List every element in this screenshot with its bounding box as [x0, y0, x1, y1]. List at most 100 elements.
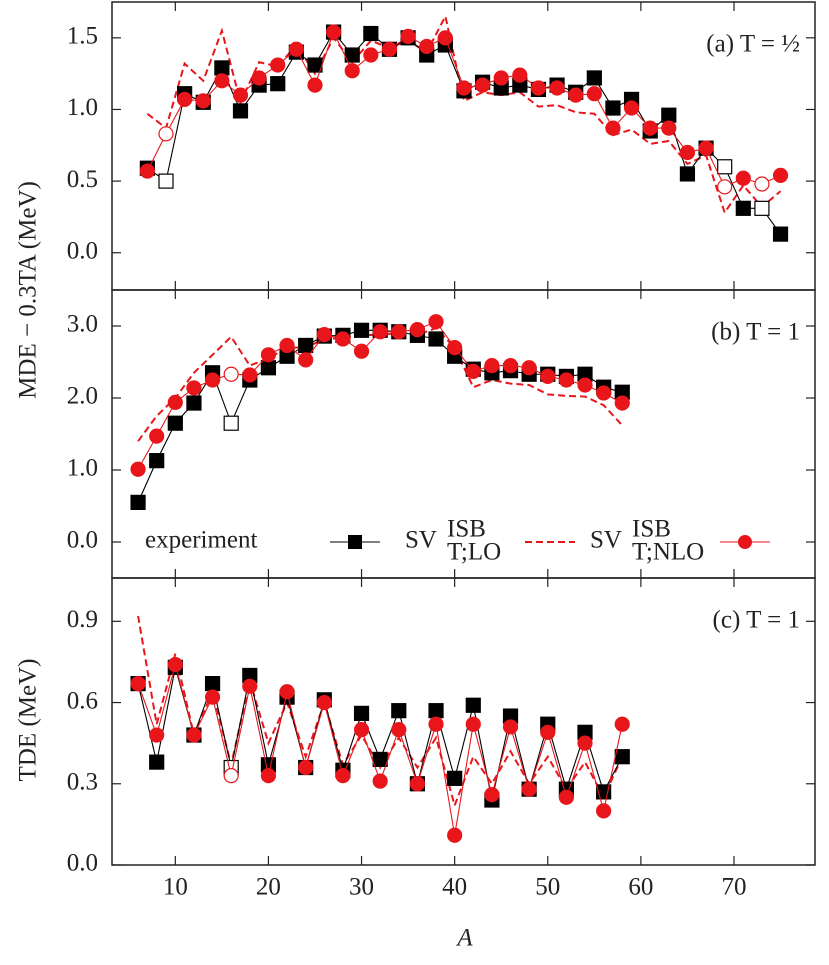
- circle-marker: [474, 77, 491, 93]
- circle-marker: [270, 57, 286, 73]
- square-marker: [465, 697, 481, 713]
- circle-marker: [204, 372, 221, 388]
- legend-label: SV: [405, 527, 437, 554]
- circle-marker: [605, 120, 621, 136]
- legend-label: SV: [590, 527, 622, 554]
- circle-marker: [288, 41, 304, 57]
- circle-marker: [316, 694, 332, 711]
- circle-marker: [484, 358, 500, 374]
- legend-label-sub: T;LO: [447, 539, 501, 566]
- square-marker: [717, 159, 733, 175]
- circle-marker: [400, 28, 416, 44]
- legend-marker: [348, 535, 362, 549]
- circle-marker: [260, 347, 277, 363]
- series-line: [147, 31, 781, 235]
- circle-marker: [344, 63, 360, 79]
- square-marker: [586, 70, 602, 86]
- circle-marker: [279, 337, 295, 354]
- square-marker: [679, 166, 696, 182]
- square-marker: [372, 751, 388, 768]
- circle-marker: [149, 727, 165, 743]
- panel-annotation: (c) T = 1: [713, 607, 800, 634]
- square-marker: [772, 226, 789, 242]
- circle-marker: [465, 363, 481, 379]
- panel-frame: [111, 577, 816, 866]
- circle-marker: [540, 724, 556, 740]
- panel-annotation: (a) T = ½: [706, 31, 800, 58]
- circle-marker: [251, 70, 267, 86]
- circle-marker: [242, 367, 258, 383]
- x-tick-label: 70: [721, 874, 746, 901]
- y-tick-label: 0.0: [67, 850, 98, 877]
- circle-marker: [409, 322, 426, 338]
- circle-marker: [326, 24, 342, 40]
- square-marker: [223, 415, 239, 431]
- circle-marker: [167, 394, 183, 410]
- square-marker: [186, 395, 202, 411]
- circle-marker: [521, 781, 537, 797]
- circle-marker: [363, 47, 379, 63]
- circle-marker: [558, 789, 574, 805]
- circle-marker: [242, 678, 258, 694]
- circle-marker: [391, 324, 407, 340]
- x-tick-label: 50: [535, 874, 560, 901]
- square-marker: [260, 360, 277, 376]
- panel-annotation: (b) T = 1: [711, 319, 800, 346]
- square-marker: [735, 200, 751, 216]
- square-marker: [214, 60, 230, 76]
- dashed-line: [137, 615, 624, 809]
- circle-marker: [502, 358, 519, 374]
- square-marker: [428, 331, 444, 347]
- x-tick-label: 60: [628, 874, 653, 901]
- y-tick-label: 0.6: [67, 687, 98, 714]
- circle-marker: [204, 689, 221, 705]
- circle-marker: [484, 787, 500, 803]
- legend-label: experiment: [145, 527, 258, 554]
- circle-marker: [558, 372, 574, 388]
- circle-marker: [679, 144, 696, 161]
- circle-marker: [540, 368, 556, 384]
- circle-marker: [614, 716, 630, 732]
- legend-label-sup: ISB: [447, 516, 486, 543]
- dashed-line: [146, 13, 782, 215]
- y-axis-label: TDE (MeV): [15, 659, 42, 782]
- circle-marker: [772, 167, 789, 183]
- x-tick-label: 10: [163, 874, 188, 901]
- legend-marker: [738, 535, 752, 549]
- circle-marker: [232, 87, 249, 103]
- circle-marker: [698, 140, 714, 156]
- circle-marker: [186, 380, 202, 396]
- circle-marker: [335, 768, 351, 784]
- y-tick-label: 3.0: [67, 311, 98, 338]
- square-marker: [447, 770, 463, 786]
- circle-marker: [130, 675, 146, 692]
- y-tick-label: 1.0: [67, 455, 98, 482]
- y-tick-label: 0.0: [67, 527, 98, 554]
- square-marker: [232, 103, 249, 119]
- circle-marker: [307, 77, 323, 93]
- circle-marker: [298, 759, 314, 776]
- circle-marker: [372, 324, 388, 340]
- square-marker: [754, 200, 770, 216]
- circle-marker: [586, 86, 602, 102]
- circle-marker: [381, 41, 398, 57]
- circle-marker: [223, 366, 239, 382]
- circle-marker: [177, 91, 193, 108]
- y-tick-label: 1.5: [67, 23, 98, 50]
- circle-marker: [502, 719, 519, 735]
- circle-marker: [623, 100, 640, 116]
- circle-marker: [512, 67, 528, 83]
- circle-marker: [139, 163, 155, 179]
- square-marker: [428, 703, 444, 719]
- square-marker: [149, 754, 165, 770]
- x-tick-label: 40: [442, 874, 467, 901]
- circle-marker: [754, 176, 770, 192]
- circle-marker: [493, 70, 509, 86]
- square-marker: [167, 415, 183, 431]
- y-tick-label: 0.5: [67, 166, 98, 193]
- square-marker: [363, 25, 379, 42]
- circle-marker: [316, 327, 332, 343]
- circle-marker: [167, 657, 183, 673]
- circle-marker: [596, 803, 612, 819]
- square-marker: [158, 173, 174, 189]
